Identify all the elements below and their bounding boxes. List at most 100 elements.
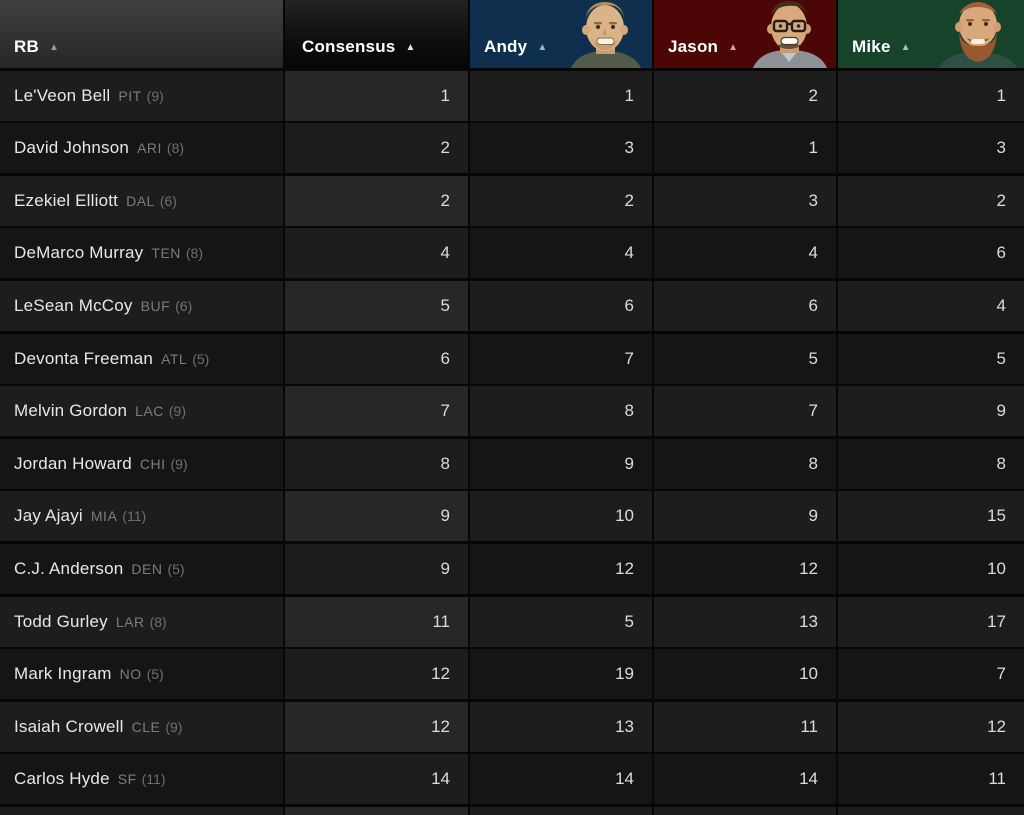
mike-rank: 17: [987, 611, 1006, 631]
andy-headshot: [571, 2, 641, 68]
jason-rank: 6: [808, 295, 818, 315]
consensus-rank-cell: 7: [285, 386, 468, 437]
column-header-jason[interactable]: Jason ▲: [654, 0, 836, 68]
consensus-rank: 9: [440, 506, 450, 526]
andy-rank: 12: [615, 558, 634, 578]
mike-rank-cell: 10: [838, 543, 1024, 594]
player-cell[interactable]: DeMarco Murray TEN (8): [0, 228, 283, 279]
player-cell[interactable]: Melvin Gordon LAC (9): [0, 386, 283, 437]
player-team: ATL: [161, 350, 188, 367]
player-team: DAL: [126, 192, 155, 209]
jason-rank-cell: 5: [654, 333, 836, 384]
player-name: Le'Veon Bell: [14, 85, 111, 105]
player-name: Carlos Hyde: [14, 769, 110, 789]
andy-rank: 5: [624, 611, 634, 631]
player-name: Jordan Howard: [14, 453, 132, 473]
mike-rank: 10: [987, 558, 1006, 578]
consensus-rank-cell: 9: [285, 491, 468, 542]
consensus-rank-cell: 2: [285, 175, 468, 226]
consensus-rank-cell: 2: [285, 123, 468, 174]
consensus-rank-cell: 1: [285, 70, 468, 121]
player-bye-week: (11): [122, 508, 147, 525]
player-cell[interactable]: Jay Ajayi MIA (11): [0, 491, 283, 542]
andy-rank-cell: 3: [470, 123, 652, 174]
player-cell[interactable]: C.J. Anderson DEN (5): [0, 543, 283, 594]
jason-rank-cell: 2: [654, 70, 836, 121]
player-team: LAR: [115, 613, 145, 630]
consensus-rank: 5: [440, 295, 450, 315]
consensus-rank-cell: 9: [285, 543, 468, 594]
player-bye-week: (8): [185, 245, 204, 262]
mike-headshot: [939, 2, 1017, 68]
mike-rank-cell: 7: [838, 649, 1024, 700]
player-team: CLE: [131, 718, 161, 735]
mike-rank: 2: [996, 190, 1006, 210]
jason-rank: 3: [808, 190, 818, 210]
consensus-label: Consensus: [302, 37, 396, 56]
andy-rank: 14: [615, 769, 634, 789]
sort-ascending-icon: ▲: [728, 42, 739, 53]
andy-rank-cell: 10: [470, 491, 652, 542]
consensus-rank: 7: [440, 401, 450, 421]
player-cell[interactable]: LeSean McCoy BUF (6): [0, 280, 283, 331]
column-header-mike[interactable]: Mike ▲: [838, 0, 1024, 68]
column-header-andy[interactable]: Andy ▲: [470, 0, 652, 68]
jason-rank: 8: [808, 453, 818, 473]
jason-rank: 7: [808, 401, 818, 421]
expert-name-label: Mike: [852, 37, 891, 56]
mike-rank-cell: 9: [838, 386, 1024, 437]
andy-rank-cell: 8: [470, 386, 652, 437]
player-team: TEN: [151, 245, 181, 262]
mike-rank-cell: 3: [838, 123, 1024, 174]
consensus-rank-cell: 12: [285, 649, 468, 700]
sort-ascending-icon: ▲: [537, 42, 548, 53]
player-cell[interactable]: Devonta Freeman ATL (5): [0, 333, 283, 384]
sort-ascending-icon: ▲: [48, 42, 59, 53]
player-cell[interactable]: David Johnson ARI (8): [0, 123, 283, 174]
player-cell[interactable]: Isaiah Crowell CLE (9): [0, 701, 283, 752]
jason-rank: 11: [800, 716, 818, 736]
jason-rank-cell: 4: [654, 228, 836, 279]
player-bye-week: (5): [192, 350, 210, 367]
player-cell[interactable]: Ezekiel Elliott DAL (6): [0, 175, 283, 226]
andy-rank: 3: [624, 138, 634, 158]
jason-rank-cell: 7: [654, 386, 836, 437]
player-cell[interactable]: Todd Gurley LAR (8): [0, 596, 283, 647]
mike-rank: 4: [996, 295, 1006, 315]
player-name: Isaiah Crowell: [14, 716, 124, 736]
consensus-rank: 12: [431, 664, 450, 684]
andy-rank-cell: 14: [470, 754, 652, 805]
player-name: Melvin Gordon: [14, 401, 128, 421]
player-bye-week: (8): [149, 613, 167, 630]
column-header-position[interactable]: RB ▲: [0, 0, 283, 68]
andy-rank: 8: [624, 401, 634, 421]
andy-rank: 2: [624, 190, 634, 210]
andy-rank: 1: [624, 85, 634, 105]
mike-rank-cell: 17: [838, 596, 1024, 647]
jason-rank-cell: 6: [654, 280, 836, 331]
andy-rank: 10: [615, 506, 634, 526]
consensus-rank: 2: [440, 138, 450, 158]
jason-rank: 14: [799, 769, 818, 789]
column-header-consensus[interactable]: Consensus ▲: [285, 0, 468, 68]
andy-rank: 7: [624, 348, 634, 368]
player-cell[interactable]: Carlos Hyde SF (11): [0, 754, 283, 805]
consensus-rank-cell: 5: [285, 280, 468, 331]
consensus-rank: 6: [440, 348, 450, 368]
player-cell[interactable]: Jordan Howard CHI (9): [0, 438, 283, 489]
jason-rank: 13: [799, 611, 818, 631]
andy-rank-cell: 7: [470, 333, 652, 384]
andy-rank-cell: 6: [470, 280, 652, 331]
player-bye-week: (5): [146, 666, 164, 683]
consensus-rank: 9: [440, 558, 450, 578]
player-bye-week: (8): [166, 140, 185, 157]
player-team: LAC: [135, 403, 164, 420]
player-name: LeSean McCoy: [14, 295, 133, 315]
player-cell[interactable]: Mark Ingram NO (5): [0, 649, 283, 700]
andy-rank-cell: 9: [470, 438, 652, 489]
player-team: ARI: [137, 140, 162, 157]
player-cell[interactable]: Le'Veon Bell PIT (9): [0, 70, 283, 121]
sort-ascending-icon: ▲: [405, 42, 416, 53]
